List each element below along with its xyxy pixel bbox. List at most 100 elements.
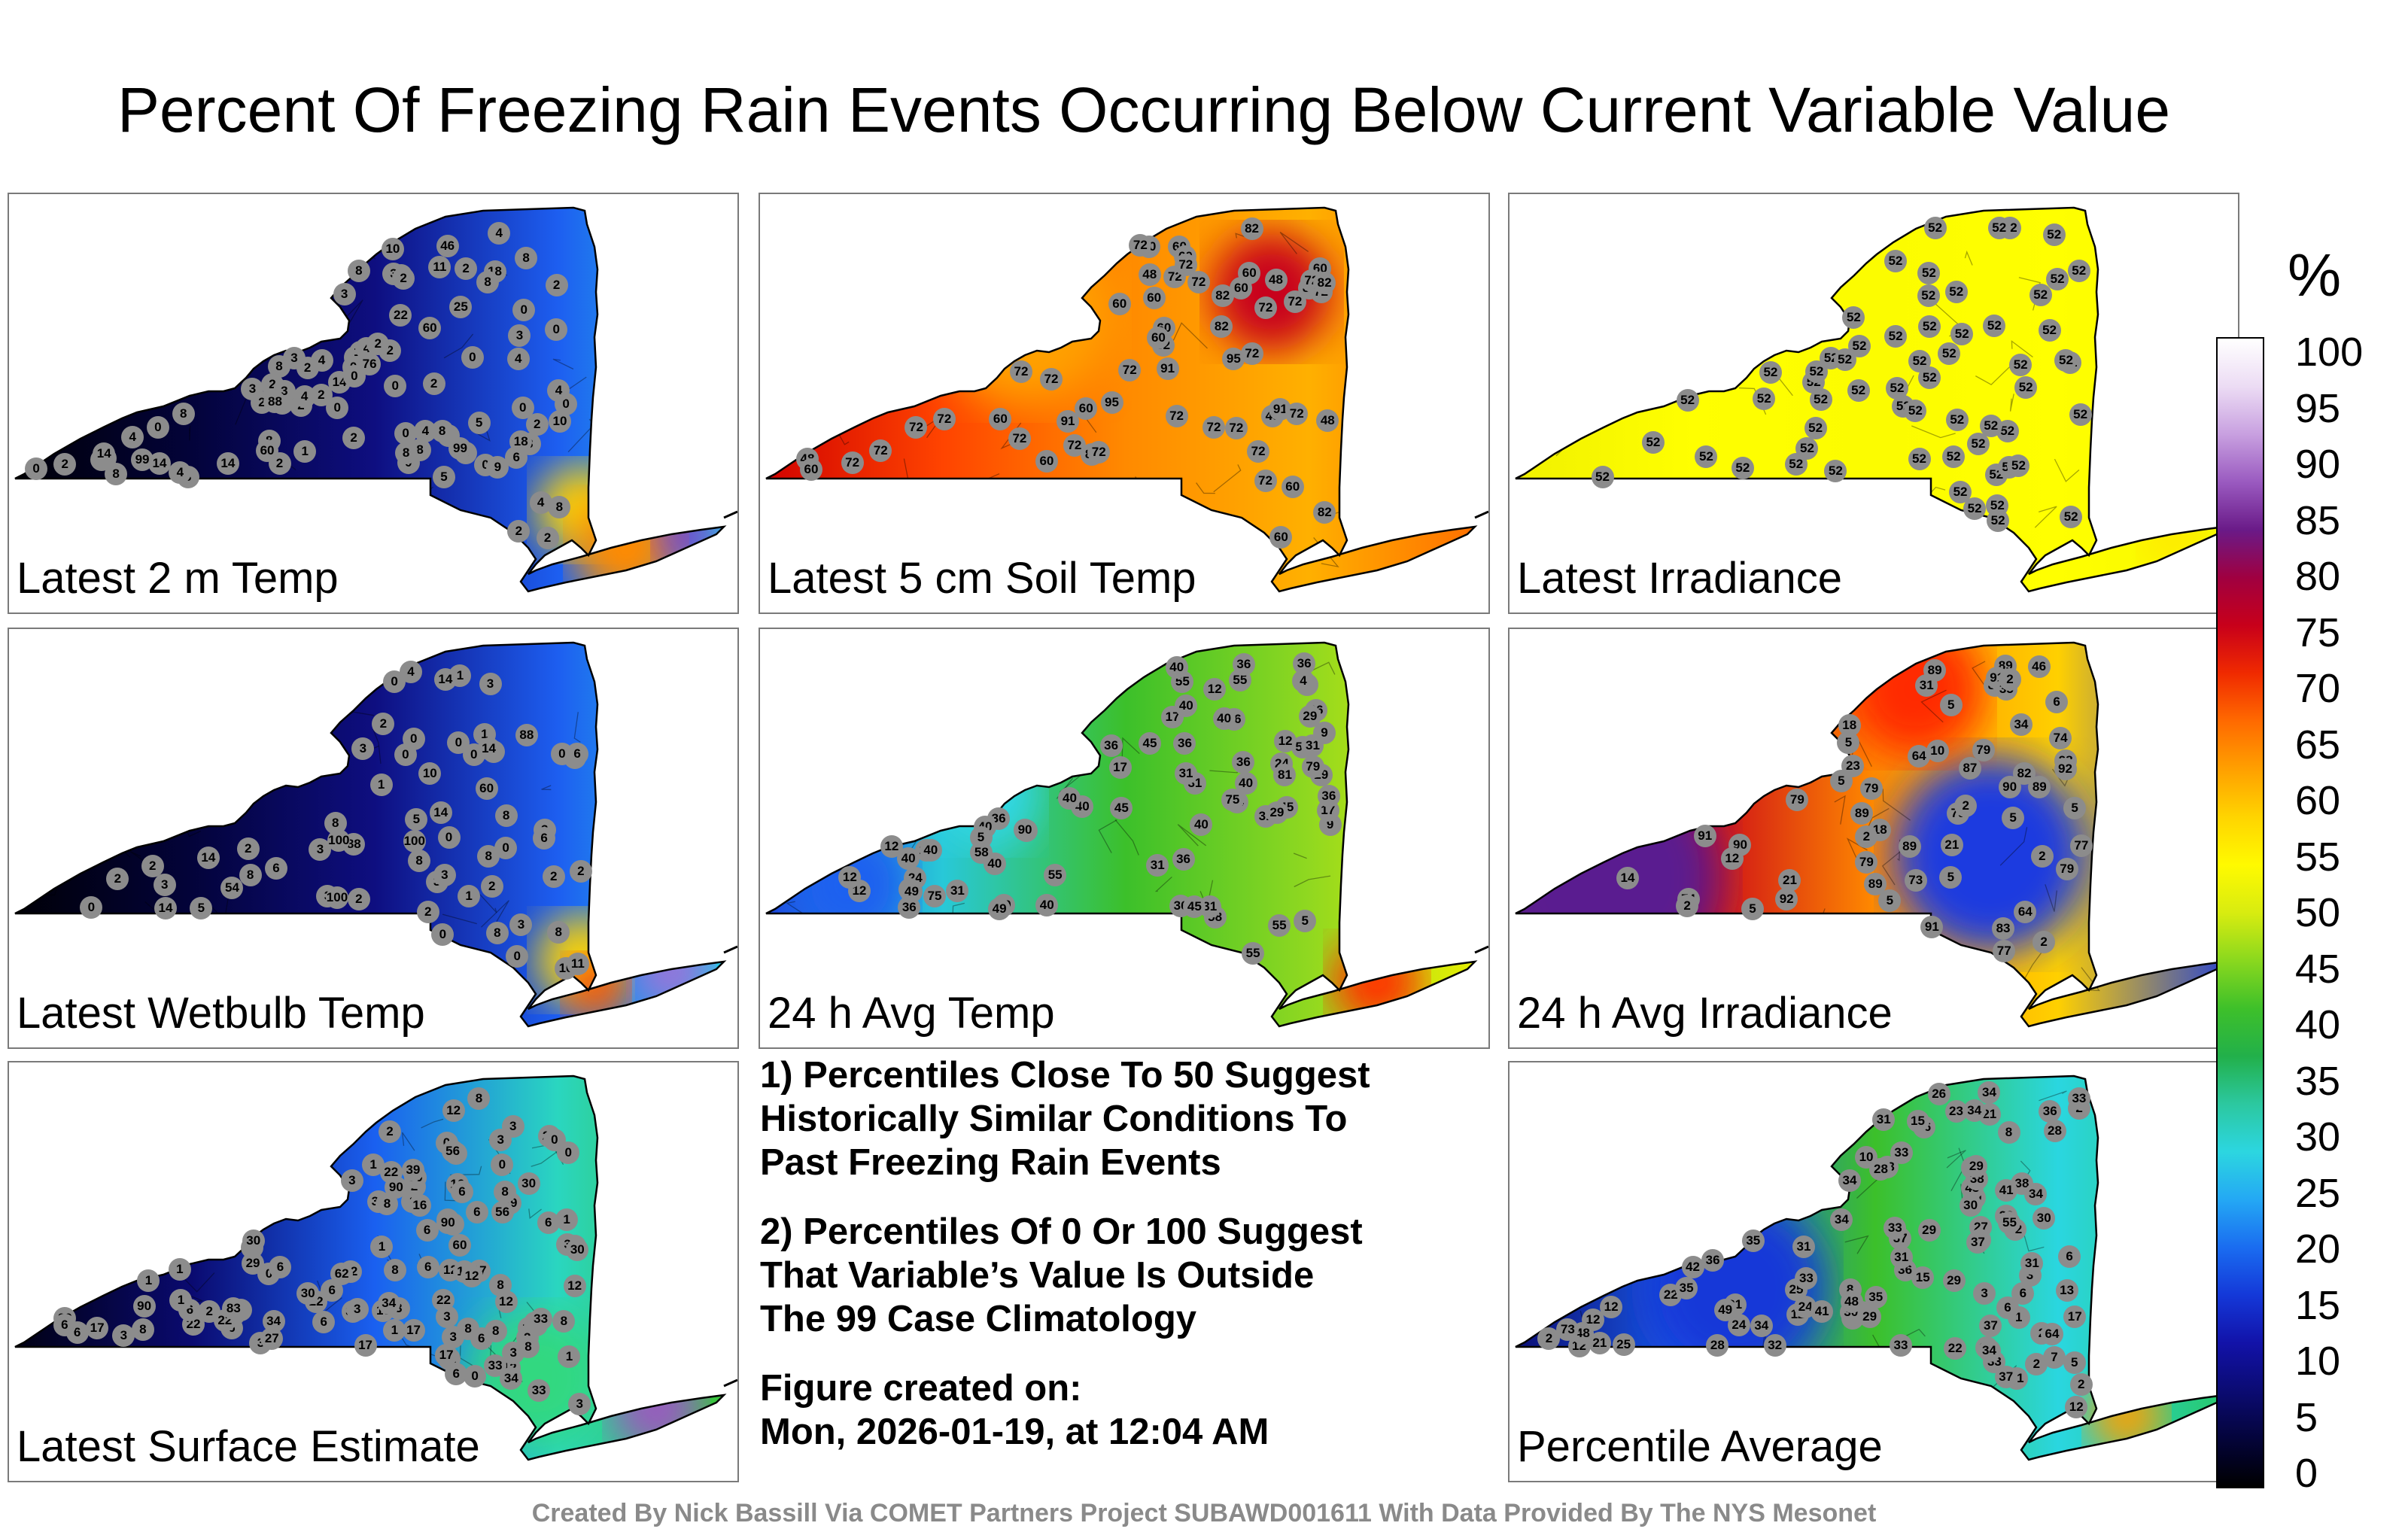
station-marker: 3 — [112, 1324, 135, 1347]
station-marker: 52 — [2069, 403, 2092, 427]
station-marker: 55 — [1998, 1211, 2021, 1234]
station-marker: 37 — [1994, 1365, 2017, 1388]
colorbar-tick-75: 75 — [2295, 609, 2341, 655]
county-boundary — [1135, 476, 1144, 501]
state-outline — [1515, 206, 2227, 593]
station-marker: 64 — [1908, 745, 1931, 768]
station-marker: 72 — [1283, 290, 1306, 314]
station-marker: 0 — [25, 457, 48, 481]
station-marker: 82 — [1313, 501, 1336, 524]
station-marker: 72 — [841, 451, 864, 475]
station-marker: 0 — [461, 346, 484, 369]
station-marker: 9 — [486, 455, 509, 479]
station-marker: 89 — [1898, 834, 1921, 858]
county-boundary — [1543, 361, 1567, 387]
colorbar-unit: % — [2288, 242, 2342, 309]
county-boundary — [316, 1113, 336, 1151]
station-marker: 29 — [1265, 801, 1288, 824]
station-marker: 72 — [1254, 469, 1277, 492]
county-boundary — [1754, 1102, 1776, 1117]
panel-24h-avg-irradiance: 8983774621797479797389555773418221878990… — [1508, 628, 2239, 1049]
station-marker: 0 — [464, 1365, 487, 1388]
station-marker: 2 — [1855, 825, 1878, 849]
county-boundary — [1744, 715, 1776, 749]
county-boundary — [1121, 737, 1140, 758]
station-marker: 52 — [1591, 466, 1614, 489]
station-marker: 6 — [465, 1200, 488, 1223]
station-marker: 52 — [1923, 216, 1947, 239]
station-marker: 40 — [919, 838, 942, 862]
county-boundary — [342, 299, 363, 329]
station-marker: 52 — [1885, 377, 1908, 400]
station-marker: 2 — [347, 887, 370, 910]
station-marker: 52 — [1641, 430, 1665, 454]
county-boundary — [1644, 928, 1676, 968]
county-boundary — [442, 913, 477, 925]
county-boundary — [1630, 735, 1662, 758]
county-boundary — [1604, 237, 1625, 251]
county-boundary — [1857, 509, 1878, 539]
station-marker: 12 — [563, 1274, 586, 1297]
station-marker: 0 — [506, 945, 529, 968]
station-marker: 82 — [1211, 284, 1234, 308]
panel-latest-2m-temp: 2318108142222282000281144800008182302440… — [8, 193, 739, 614]
station-marker: 28 — [1869, 1158, 1893, 1181]
county-boundary — [1552, 923, 1595, 968]
colorbar-tick-40: 40 — [2295, 1002, 2341, 1047]
county-boundary — [984, 486, 1004, 497]
station-marker: 29 — [1858, 1306, 1881, 1329]
station-marker: 99 — [448, 437, 472, 460]
station-marker: 12 — [1581, 1308, 1604, 1331]
station-marker: 52 — [2029, 283, 2052, 306]
station-marker: 12 — [442, 1099, 465, 1122]
station-marker: 3 — [436, 1306, 459, 1329]
station-marker: 5 — [1294, 910, 1317, 933]
county-boundary — [1882, 789, 1911, 821]
county-boundary — [124, 1223, 135, 1245]
station-marker: 3 — [241, 378, 264, 401]
station-marker: 21 — [1588, 1332, 1611, 1355]
station-marker: 22 — [1944, 1337, 1967, 1360]
station-marker: 16 — [408, 1193, 431, 1217]
station-marker: 8 — [394, 442, 418, 465]
colorbar-tick-0: 0 — [2295, 1451, 2318, 1496]
county-boundary — [401, 1132, 415, 1151]
colorbar-tick-85: 85 — [2295, 497, 2341, 543]
county-boundary — [406, 477, 433, 506]
station-marker: 6 — [470, 1327, 493, 1351]
station-marker: 6 — [264, 857, 287, 880]
station-marker: 6 — [312, 1311, 336, 1334]
station-marker: 34 — [1750, 1315, 1773, 1338]
station-marker: 3 — [489, 1129, 512, 1152]
station-marker: 48 — [1316, 409, 1339, 433]
station-marker: 52 — [1795, 436, 1819, 460]
station-marker: 52 — [2038, 318, 2061, 342]
station-marker: 72 — [1063, 433, 1086, 457]
station-marker: 77 — [1993, 940, 2016, 963]
station-marker: 4 — [1291, 669, 1315, 692]
station-marker: 2 — [422, 372, 445, 395]
station-marker: 31 — [1792, 1236, 1815, 1259]
colorbar-tick-20: 20 — [2295, 1226, 2341, 1272]
panel-label: Latest 2 m Temp — [17, 554, 339, 603]
station-marker: 82 — [1313, 271, 1336, 294]
station-marker: 99 — [131, 448, 154, 472]
colorbar-tick-95: 95 — [2295, 385, 2341, 431]
station-marker: 8 — [239, 863, 262, 886]
station-marker: 30 — [517, 1172, 540, 1195]
county-boundary — [1651, 1383, 1671, 1414]
station-marker: 34 — [1978, 1339, 2001, 1363]
station-marker: 52 — [1731, 457, 1754, 480]
station-marker: 55 — [1044, 864, 1067, 887]
station-marker: 60 — [256, 439, 279, 463]
station-marker: 75 — [1221, 789, 1244, 812]
station-marker: 14 — [216, 452, 239, 476]
station-marker: 6 — [2011, 1282, 2035, 1306]
station-marker: 52 — [1884, 249, 1907, 272]
station-marker: 37 — [1979, 1314, 2002, 1337]
station-marker: 60 — [1147, 326, 1170, 349]
county-boundary — [421, 1118, 444, 1129]
station-marker: 60 — [1108, 293, 1131, 316]
station-marker: 10 — [381, 237, 404, 260]
station-marker: 33 — [528, 1378, 551, 1402]
